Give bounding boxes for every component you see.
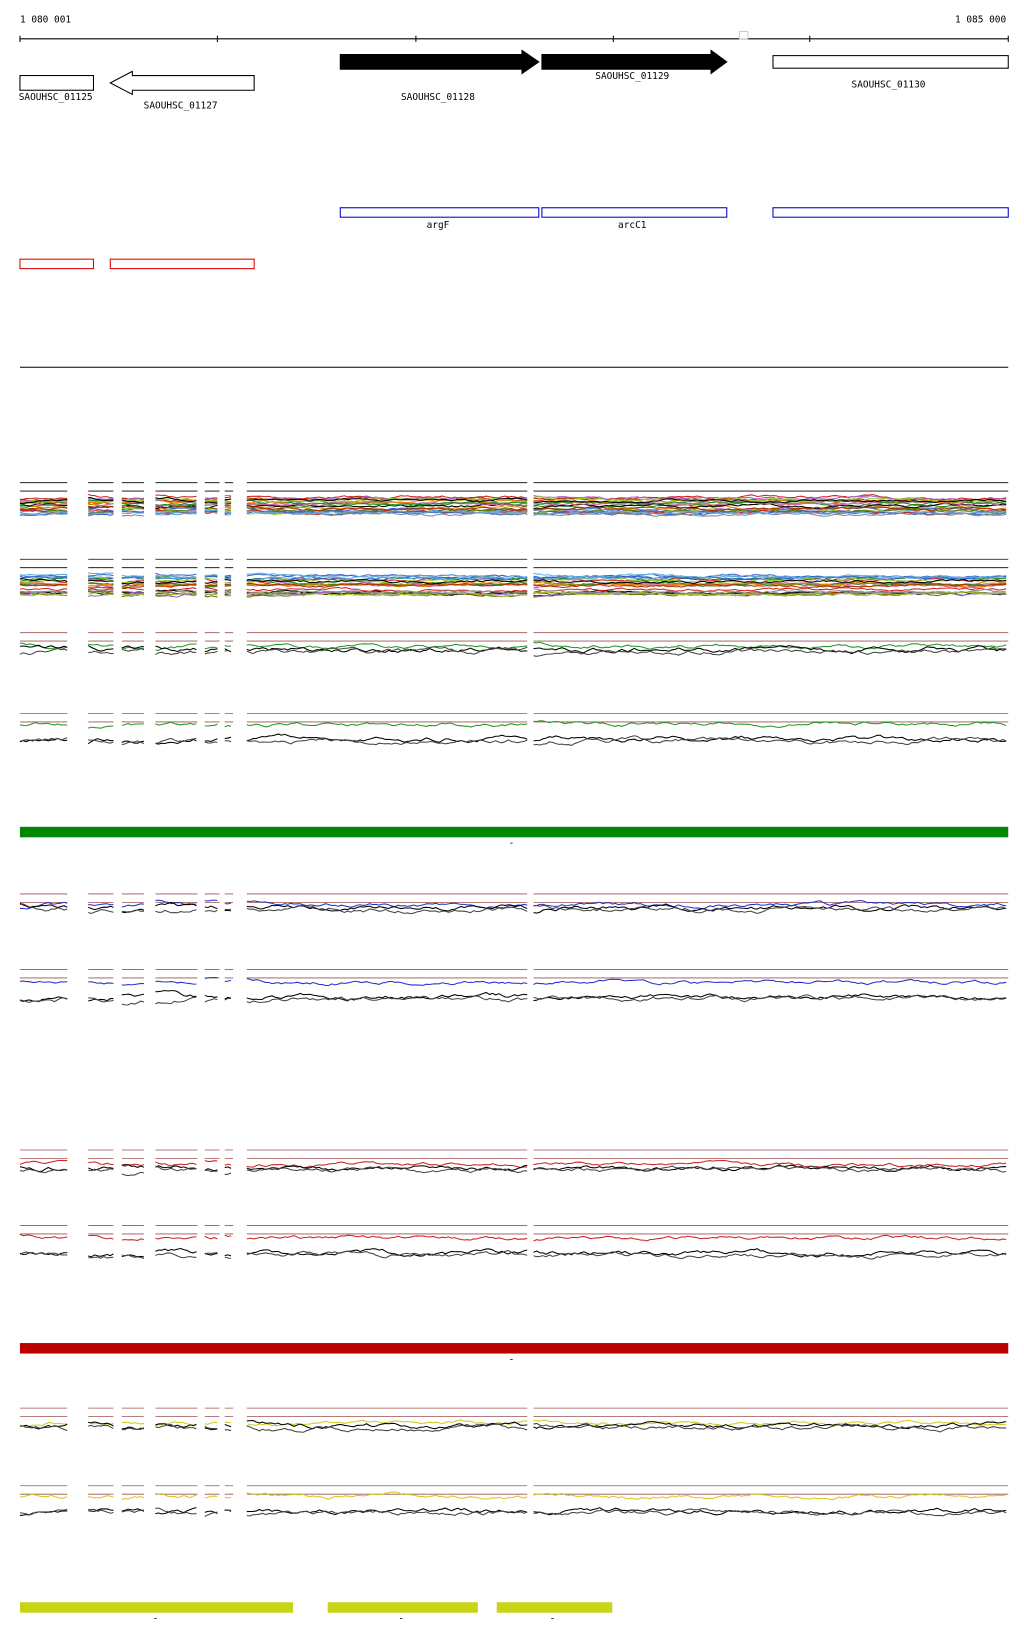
bar-label: - [509,838,515,849]
gene-label: SAOUHSC_01128 [401,92,475,103]
signal-line [19,1233,1007,1242]
signal-line [19,1419,1007,1431]
ruler-start: 1 080 001 [20,14,71,25]
signal-line [19,505,1007,513]
signal-line [19,1507,1007,1517]
signal-line [19,994,1007,1006]
signal-tracks [19,482,1009,1517]
gene-label: SAOUHSC_01125 [19,92,93,103]
signal-line [19,1159,1007,1169]
reference-line [19,632,1009,642]
signal-line [19,582,1007,590]
feature-label: arcC1 [618,220,647,231]
bar-label: - [153,1614,159,1625]
feature-track [19,258,255,270]
reference-line [19,969,1009,979]
signal-line [19,1422,1007,1433]
bar-label: - [509,1354,515,1365]
reference-line [19,482,1009,492]
gene-label: SAOUHSC_01129 [595,71,669,82]
signal-line [19,903,1007,915]
signal-line [19,1165,1007,1177]
coverage-bar [19,1343,1009,1354]
signal-line [19,1249,1007,1260]
ruler-end: 1 085 000 [955,14,1006,25]
reference-line [19,1407,1009,1417]
gene[interactable] [109,70,255,96]
reference-line [19,713,1009,723]
signal-line [19,720,1007,729]
gene[interactable] [772,55,1009,69]
coverage-bar [19,826,1009,838]
signal-line [19,510,1007,517]
reference-line [19,1225,1009,1235]
gene[interactable] [541,49,728,75]
signal-line [19,899,1007,910]
reference-line [19,1485,1009,1495]
signal-line [19,509,1007,517]
gene[interactable] [339,49,540,75]
signal-line [19,496,1007,505]
bar-label: - [398,1614,404,1625]
coverage-bars [19,1602,613,1613]
scroll-marker[interactable] [738,30,749,40]
gene-label: SAOUHSC_01130 [852,79,926,90]
feature-track [339,207,1009,218]
reference-line [19,558,1009,569]
signal-line [19,646,1007,657]
ruler-ticks [19,35,1009,42]
signal-line [19,1491,1007,1501]
signal-line [19,572,1007,580]
gene-label: SAOUHSC_01127 [144,100,218,111]
signal-line [19,976,1007,986]
feature-label: argF [427,220,450,231]
signal-line [19,590,1007,598]
signal-line [19,989,1007,1003]
signal-line [19,735,1007,746]
signal-line [19,578,1007,585]
reference-line [19,1149,1009,1159]
bar-label: - [550,1614,556,1625]
gene[interactable] [19,75,94,91]
signal-line [19,588,1007,596]
reference-line [19,893,1009,903]
